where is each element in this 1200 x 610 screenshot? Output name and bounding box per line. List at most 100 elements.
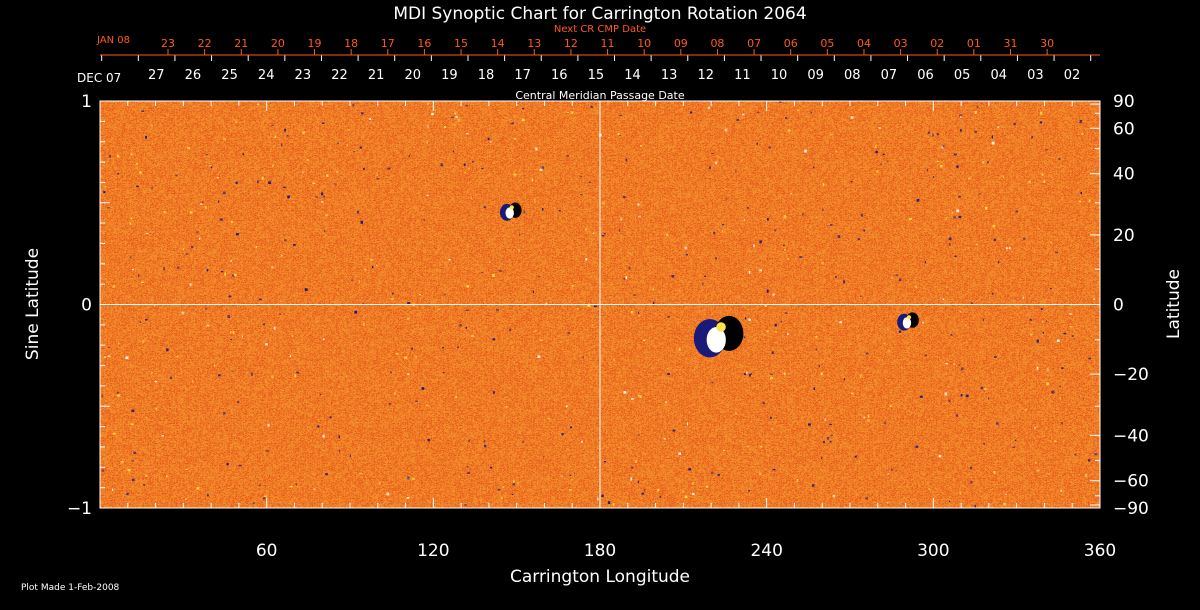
field-speck [223, 412, 226, 415]
field-speck [512, 480, 515, 484]
field-speck [959, 114, 963, 117]
y-axis-label-left: Sine Latitude [23, 248, 43, 360]
field-speck [630, 477, 632, 481]
field-speck [867, 419, 870, 422]
field-speck [139, 321, 142, 323]
field-speck [958, 215, 962, 219]
field-speck [208, 165, 212, 167]
field-speck [483, 440, 486, 443]
field-speck [748, 318, 751, 321]
field-speck [155, 407, 158, 411]
field-speck [997, 261, 1000, 264]
field-speck [411, 477, 415, 481]
field-speck [463, 163, 466, 166]
field-speck [945, 217, 947, 220]
field-speck [887, 472, 890, 475]
field-speck [522, 440, 524, 444]
field-speck [205, 206, 207, 209]
next-cmp-day-label: 13 [527, 37, 541, 50]
field-speck [898, 330, 902, 333]
field-speck [230, 260, 232, 262]
field-speck [1008, 246, 1011, 249]
field-speck [1094, 453, 1098, 456]
field-speck [835, 150, 837, 153]
field-speck [1022, 296, 1024, 299]
active-region-plage [906, 315, 912, 320]
field-speck [679, 348, 681, 351]
field-speck [735, 169, 737, 173]
field-speck [859, 374, 862, 378]
field-speck [395, 352, 399, 355]
field-speck [705, 485, 709, 488]
field-speck [771, 351, 774, 354]
next-cmp-day-label: 08 [710, 37, 724, 50]
field-speck [418, 294, 421, 296]
field-speck [863, 416, 865, 419]
field-speck [232, 274, 235, 277]
field-speck [832, 494, 836, 498]
next-cmp-day-label: 30 [1040, 37, 1054, 50]
field-speck [736, 119, 739, 121]
field-speck [974, 130, 977, 133]
next-cmp-start-label: JAN 08 [96, 35, 130, 46]
field-speck [120, 460, 124, 464]
field-speck [770, 427, 773, 430]
field-speck [759, 269, 762, 272]
field-speck [257, 103, 260, 106]
field-speck [271, 375, 274, 379]
field-speck [372, 266, 374, 269]
field-speck [982, 318, 984, 322]
field-speck [431, 112, 434, 116]
field-speck [1061, 421, 1063, 425]
field-speck [940, 164, 943, 168]
field-speck [956, 209, 960, 213]
field-speck [191, 380, 194, 383]
field-speck [135, 163, 138, 165]
field-speck [233, 273, 237, 277]
field-speck [867, 414, 870, 418]
field-speck [325, 213, 328, 217]
field-speck [107, 207, 111, 209]
field-speck [960, 394, 963, 397]
field-speck [1035, 461, 1037, 464]
field-speck [747, 207, 749, 209]
field-speck [196, 487, 200, 490]
x-tick-label: 120 [417, 541, 449, 561]
field-speck [985, 206, 988, 210]
next-cmp-day-label: 15 [454, 37, 468, 50]
field-speck [944, 392, 948, 396]
field-speck [927, 131, 930, 134]
field-speck [709, 166, 711, 169]
field-speck [151, 186, 153, 190]
field-speck [743, 219, 746, 221]
field-speck [105, 185, 107, 188]
field-speck [1092, 298, 1095, 300]
next-cmp-day-label: 07 [747, 37, 761, 50]
field-speck [876, 170, 879, 173]
field-speck [598, 439, 600, 442]
field-speck [151, 124, 153, 127]
field-speck [1082, 397, 1084, 400]
field-speck [569, 474, 572, 476]
field-speck [988, 397, 990, 400]
field-speck [623, 391, 627, 394]
field-speck [783, 215, 787, 219]
field-speck [138, 274, 140, 278]
field-speck [370, 258, 373, 261]
field-speck [394, 392, 396, 395]
lat-tick-label: −20 [1113, 365, 1149, 385]
field-speck [631, 398, 634, 400]
field-speck [337, 142, 339, 145]
field-speck [143, 484, 145, 486]
field-speck [637, 394, 640, 397]
field-speck [442, 347, 444, 349]
field-speck [1055, 251, 1058, 254]
field-speck [387, 167, 391, 170]
field-speck [1029, 318, 1032, 321]
field-speck [407, 373, 410, 375]
field-speck [779, 101, 782, 103]
cmp-day-label: 09 [807, 68, 824, 83]
field-speck [117, 173, 119, 175]
next-cmp-day-label: 22 [198, 37, 212, 50]
